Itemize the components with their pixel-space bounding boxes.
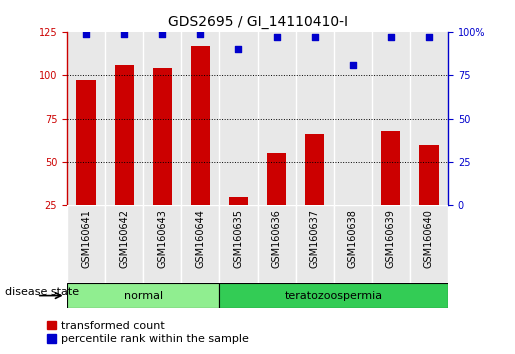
FancyBboxPatch shape [219, 205, 258, 283]
Bar [105, 32, 143, 205]
Bar [181, 32, 219, 205]
Point [82, 31, 90, 36]
FancyBboxPatch shape [258, 205, 296, 283]
Bar [229, 197, 248, 249]
Bar [114, 65, 134, 249]
FancyBboxPatch shape [105, 205, 143, 283]
Bar [410, 32, 448, 205]
Text: GSM160644: GSM160644 [195, 209, 205, 268]
Bar [334, 32, 372, 205]
FancyBboxPatch shape [296, 205, 334, 283]
Text: GSM160637: GSM160637 [310, 209, 320, 268]
Bar [219, 283, 448, 308]
Bar [143, 32, 181, 205]
Point [425, 34, 433, 40]
Bar [296, 32, 334, 205]
Point [234, 46, 243, 52]
Bar [258, 32, 296, 205]
Legend: transformed count, percentile rank within the sample: transformed count, percentile rank withi… [47, 321, 249, 344]
Text: GSM160638: GSM160638 [348, 209, 358, 268]
Bar [219, 32, 258, 205]
Text: disease state: disease state [5, 287, 79, 297]
Text: GSM160635: GSM160635 [233, 209, 244, 268]
FancyBboxPatch shape [334, 205, 372, 283]
Text: GSM160636: GSM160636 [271, 209, 282, 268]
Bar [419, 144, 439, 249]
Title: GDS2695 / GI_14110410-I: GDS2695 / GI_14110410-I [167, 16, 348, 29]
Text: normal: normal [124, 291, 163, 301]
Text: GSM160643: GSM160643 [157, 209, 167, 268]
Point [196, 31, 204, 36]
Bar [191, 46, 210, 249]
Bar [382, 131, 401, 249]
Bar [67, 32, 105, 205]
Text: teratozoospermia: teratozoospermia [285, 291, 383, 301]
Point [120, 31, 128, 36]
Point [349, 62, 357, 68]
FancyBboxPatch shape [67, 205, 105, 283]
FancyBboxPatch shape [372, 205, 410, 283]
Point [387, 34, 395, 40]
Text: GSM160640: GSM160640 [424, 209, 434, 268]
Point [158, 31, 166, 36]
Bar [76, 80, 96, 249]
Bar [67, 283, 219, 308]
Point [311, 34, 319, 40]
Bar [153, 68, 172, 249]
FancyBboxPatch shape [181, 205, 219, 283]
Text: GSM160641: GSM160641 [81, 209, 91, 268]
Text: GSM160639: GSM160639 [386, 209, 396, 268]
FancyBboxPatch shape [143, 205, 181, 283]
Bar [344, 245, 363, 249]
Bar [372, 32, 410, 205]
Text: GSM160642: GSM160642 [119, 209, 129, 268]
FancyBboxPatch shape [410, 205, 448, 283]
Bar [267, 153, 286, 249]
Bar [305, 134, 324, 249]
Point [272, 34, 281, 40]
